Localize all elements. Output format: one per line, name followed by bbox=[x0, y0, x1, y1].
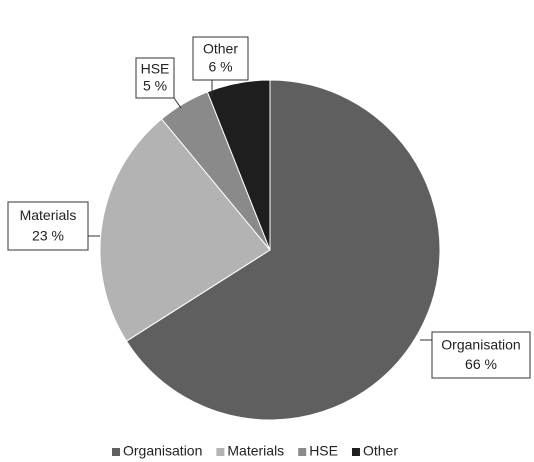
callout-box bbox=[135, 57, 175, 99]
pie-slice bbox=[206, 79, 271, 251]
callout-value: 66 % bbox=[465, 356, 497, 372]
callout-value: 6 % bbox=[208, 59, 232, 75]
legend-swatch bbox=[216, 448, 225, 456]
legend-label: HSE bbox=[309, 443, 338, 459]
pie-slice bbox=[125, 79, 441, 421]
callout-box bbox=[7, 201, 89, 251]
legend-label: Materials bbox=[227, 443, 284, 459]
callout-category: Organisation bbox=[441, 337, 520, 353]
callout-value: 23 % bbox=[32, 227, 64, 243]
pie-slice bbox=[99, 118, 271, 342]
callout-pointer bbox=[173, 97, 182, 109]
callout-category: Materials bbox=[20, 207, 77, 223]
callout-box bbox=[192, 36, 249, 81]
legend-swatch bbox=[351, 448, 360, 456]
callout-category: Other bbox=[203, 41, 238, 57]
legend-swatch bbox=[298, 448, 307, 456]
callout-category: HSE bbox=[141, 61, 170, 77]
legend-label: Organisation bbox=[123, 443, 202, 459]
callout-value: 5 % bbox=[143, 78, 167, 94]
legend-swatch bbox=[112, 448, 120, 456]
legend-label: Other bbox=[363, 443, 398, 459]
callout-box bbox=[431, 331, 531, 379]
